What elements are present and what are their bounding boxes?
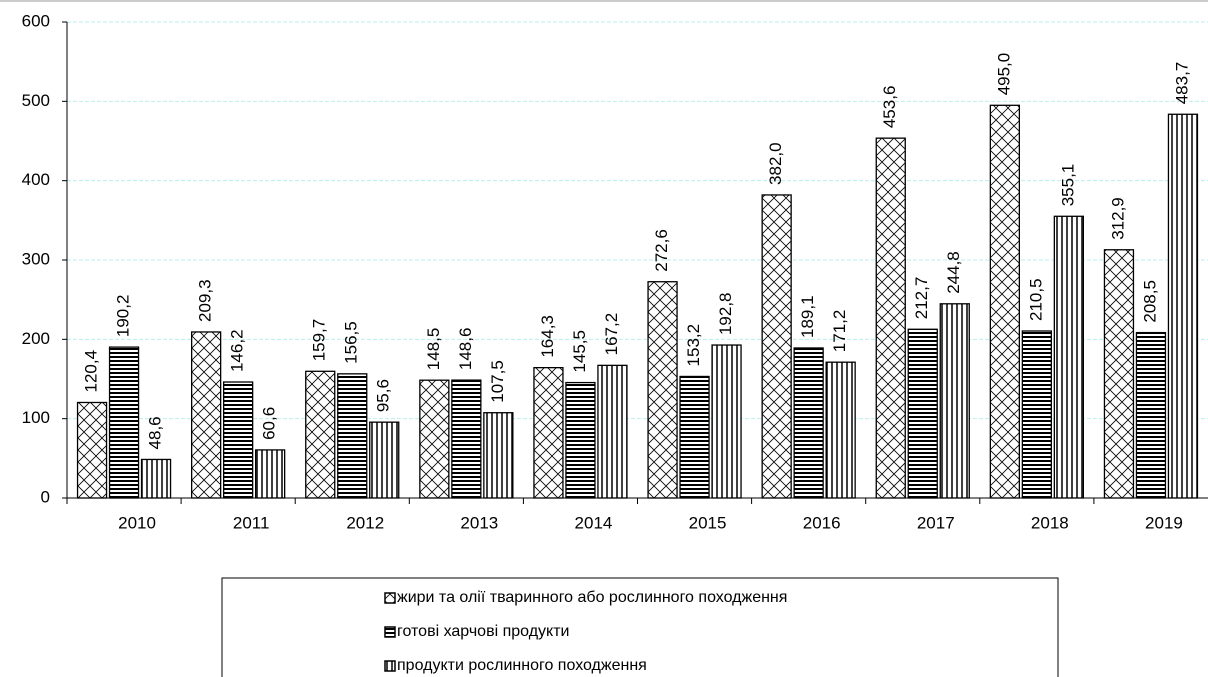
data-label: 189,1	[798, 295, 817, 338]
legend-label: продукти рослинного походження	[397, 657, 647, 674]
data-label: 209,3	[196, 279, 215, 322]
bar	[108, 346, 140, 499]
bar	[254, 449, 286, 499]
bar	[989, 104, 1020, 499]
data-label: 156,5	[342, 321, 361, 364]
y-tick-label: 100	[22, 408, 50, 427]
bar	[369, 421, 400, 499]
bar	[647, 281, 678, 499]
data-label: 355,1	[1058, 164, 1077, 207]
data-label: 48,6	[146, 416, 165, 449]
legend-swatch	[384, 660, 396, 672]
bar	[565, 381, 596, 499]
data-label: 148,6	[456, 328, 475, 371]
data-label: 107,5	[488, 360, 507, 403]
x-tick-label: 2012	[346, 513, 384, 532]
legend-label: готові харчові продукти	[397, 623, 569, 640]
bar	[140, 458, 172, 499]
bar	[907, 328, 938, 499]
data-label: 146,2	[228, 329, 247, 372]
y-tick-label: 0	[41, 487, 50, 506]
data-label: 312,9	[1108, 197, 1127, 240]
data-label: 272,6	[652, 229, 671, 272]
bar	[1135, 331, 1167, 499]
bar	[597, 364, 628, 499]
y-tick-label: 300	[22, 249, 50, 268]
data-label: 453,6	[880, 86, 899, 129]
x-tick-label: 2010	[118, 513, 156, 532]
data-label: 210,5	[1026, 278, 1045, 321]
bar	[451, 379, 482, 499]
bar	[76, 401, 108, 499]
bar	[825, 361, 856, 499]
bar	[679, 375, 710, 499]
legend-swatch	[384, 592, 396, 604]
bar	[533, 367, 564, 499]
y-tick-label: 600	[22, 11, 50, 30]
y-tick-label: 400	[22, 170, 50, 189]
bar	[190, 331, 222, 499]
data-label: 153,2	[684, 324, 703, 367]
bar	[1167, 113, 1199, 499]
y-tick-label: 500	[22, 91, 50, 110]
x-tick-label: 2017	[917, 513, 955, 532]
data-label: 495,0	[994, 53, 1013, 96]
x-tick-label: 2016	[803, 513, 841, 532]
bar	[222, 381, 254, 499]
data-label: 382,0	[766, 142, 785, 185]
data-label: 145,5	[570, 330, 589, 373]
x-tick-label: 2018	[1031, 513, 1069, 532]
legend-box	[221, 577, 1059, 677]
x-tick-label: 2014	[575, 513, 613, 532]
x-tick-label: 2015	[689, 513, 727, 532]
legend-swatch	[384, 626, 396, 638]
data-label: 120,4	[82, 350, 101, 393]
x-tick-label: 2013	[460, 513, 498, 532]
data-label: 159,7	[310, 319, 329, 362]
bar	[1053, 215, 1084, 499]
bar	[483, 412, 514, 499]
bar	[1103, 249, 1135, 499]
data-label: 95,6	[374, 379, 393, 412]
bar	[305, 370, 336, 499]
bar	[793, 347, 824, 499]
data-label: 167,2	[602, 313, 621, 356]
legend-label: жири та олії тваринного або рослинного п…	[397, 589, 787, 606]
data-label: 192,8	[716, 292, 735, 335]
bar	[939, 303, 970, 499]
bar	[875, 137, 906, 499]
bar	[761, 194, 792, 499]
bar	[711, 344, 742, 499]
data-label: 171,2	[830, 310, 849, 353]
bar	[1021, 330, 1052, 499]
x-tick-label: 2019	[1145, 513, 1183, 532]
x-tick-label: 2011	[233, 513, 270, 532]
data-label: 483,7	[1172, 62, 1191, 105]
data-label: 244,8	[944, 251, 963, 294]
y-tick-label: 200	[22, 329, 50, 348]
bar	[337, 373, 368, 499]
bar	[419, 379, 450, 499]
data-label: 148,5	[424, 328, 443, 371]
data-label: 208,5	[1140, 280, 1159, 323]
data-label: 60,6	[260, 407, 279, 440]
data-label: 190,2	[114, 295, 133, 338]
data-label: 212,7	[912, 277, 931, 320]
data-label: 164,3	[538, 315, 557, 358]
